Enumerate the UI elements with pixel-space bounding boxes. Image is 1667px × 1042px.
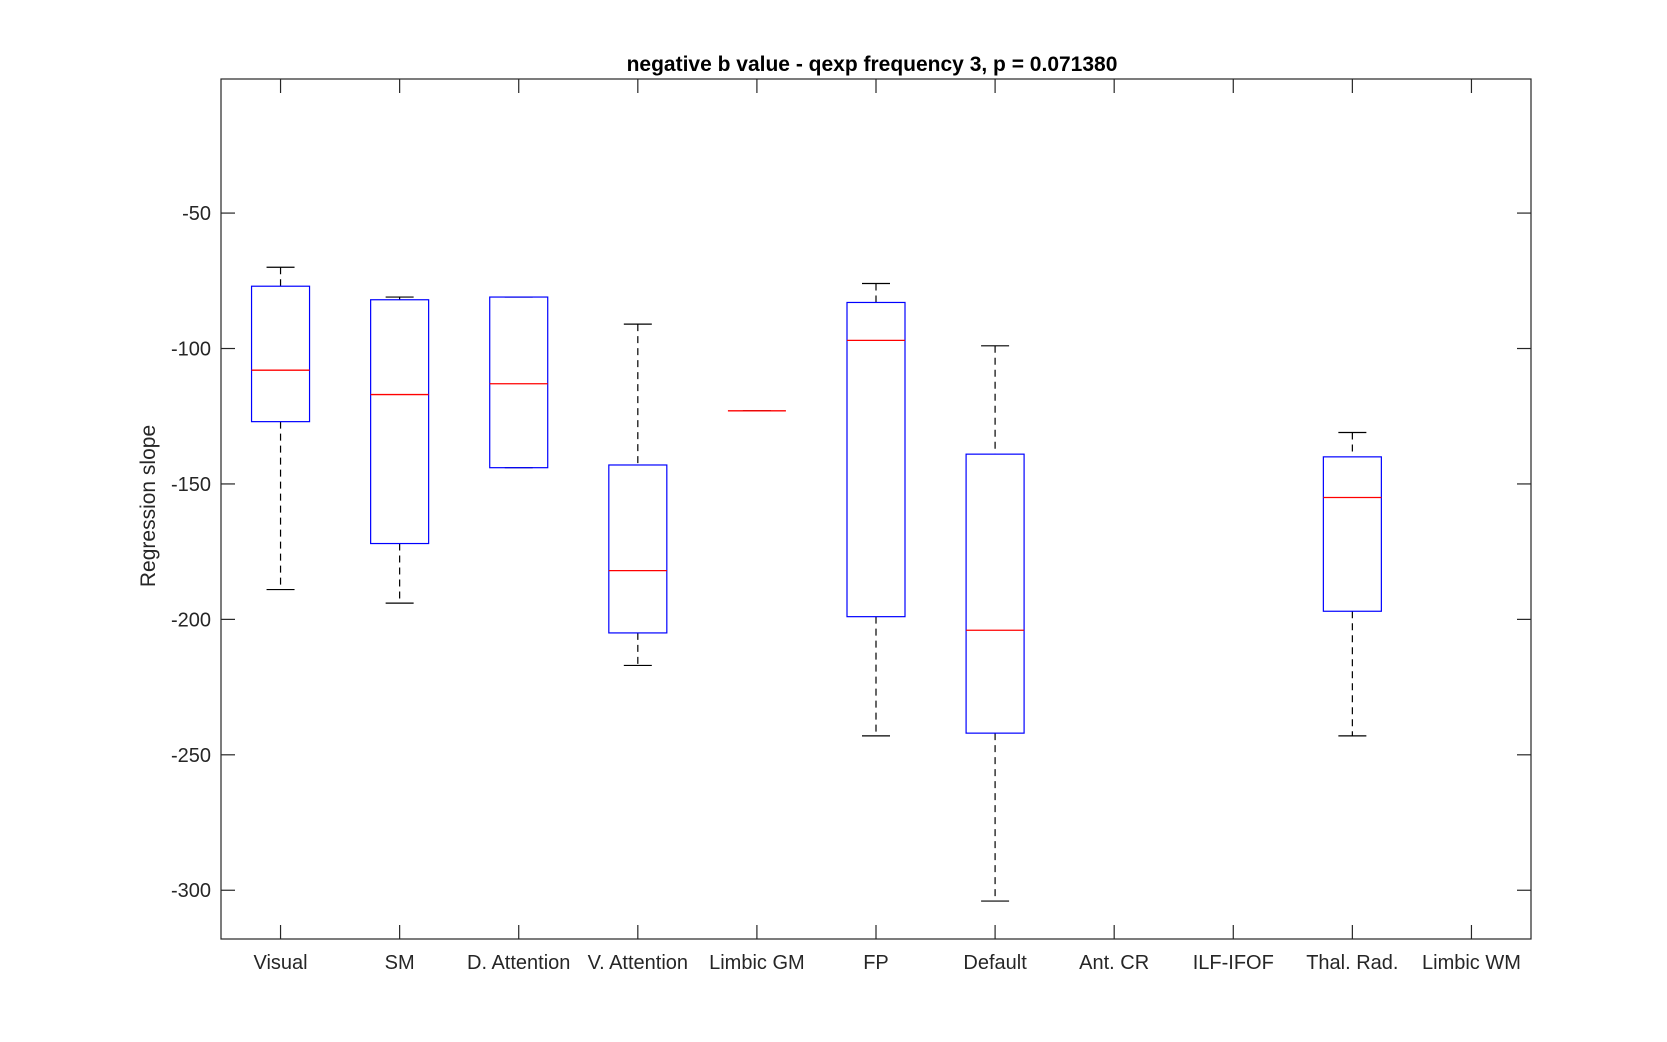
x-tick-label: SM [385,952,415,974]
chart-title: negative b value - qexp frequency 3, p =… [627,53,1118,76]
x-tick-label: Limbic WM [1422,952,1521,974]
plot-area: -50 -100 -150 -200 -250 -300 Visual SM D. Attent… [171,78,1532,974]
y-tick-label: -300 [171,880,211,902]
box-iqr [846,301,906,618]
x-tick-label: Thal. Rad. [1306,952,1398,974]
box-iqr [1322,456,1382,612]
box-iqr [608,464,668,634]
box-iqr [965,453,1025,734]
y-tick-label: -150 [171,474,211,496]
x-tick-label: ILF-IFOF [1193,952,1274,974]
x-tick-label: Limbic GM [709,952,805,974]
box-iqr [250,285,311,423]
y-tick-label: -200 [171,609,211,631]
y-tick-label: -100 [171,339,211,361]
x-tick-label: D. Attention [467,952,570,974]
x-tick-label: Visual [253,952,307,974]
box-iqr [489,296,549,469]
y-tick-label: -50 [182,203,211,225]
x-tick-label: Ant. CR [1079,952,1149,974]
x-tick-label: FP [863,952,889,974]
box-iqr [370,299,430,545]
x-tick-label: Default [963,952,1027,974]
y-tick-label: -250 [171,745,211,767]
x-tick-label: V. Attention [588,952,688,974]
y-axis-label: Regression slope [137,425,160,587]
